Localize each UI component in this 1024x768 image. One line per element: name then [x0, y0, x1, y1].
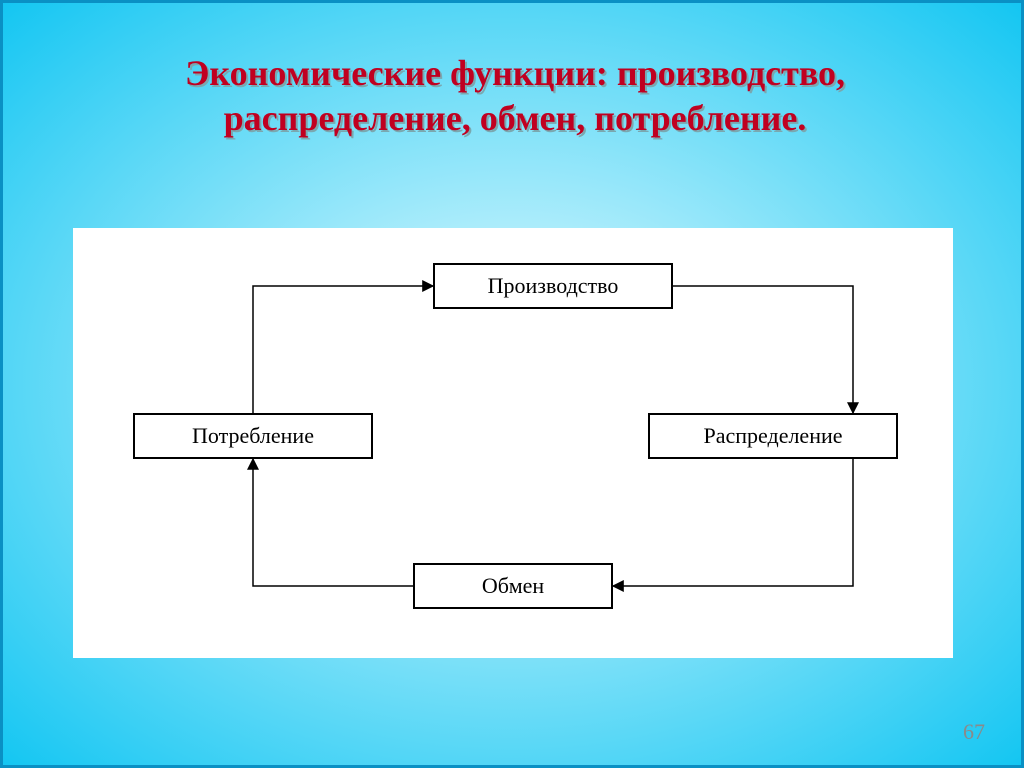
- slide: Экономические функции: производство, рас…: [0, 0, 1024, 768]
- flowchart-node-distribution: Распределение: [648, 413, 898, 459]
- flowchart-edge-exchange-consumption: [253, 459, 413, 586]
- flowchart-node-production: Производство: [433, 263, 673, 309]
- flowchart-edge-distribution-exchange: [613, 459, 853, 586]
- flowchart-node-consumption: Потребление: [133, 413, 373, 459]
- flowchart-edge-consumption-production: [253, 286, 433, 413]
- slide-title: Экономические функции: производство, рас…: [3, 51, 1024, 141]
- flowchart-node-exchange: Обмен: [413, 563, 613, 609]
- flowchart-diagram: Производство Распределение Обмен Потреблени…: [73, 228, 953, 658]
- flowchart-edge-production-distribution: [673, 286, 853, 413]
- page-number: 67: [963, 719, 985, 745]
